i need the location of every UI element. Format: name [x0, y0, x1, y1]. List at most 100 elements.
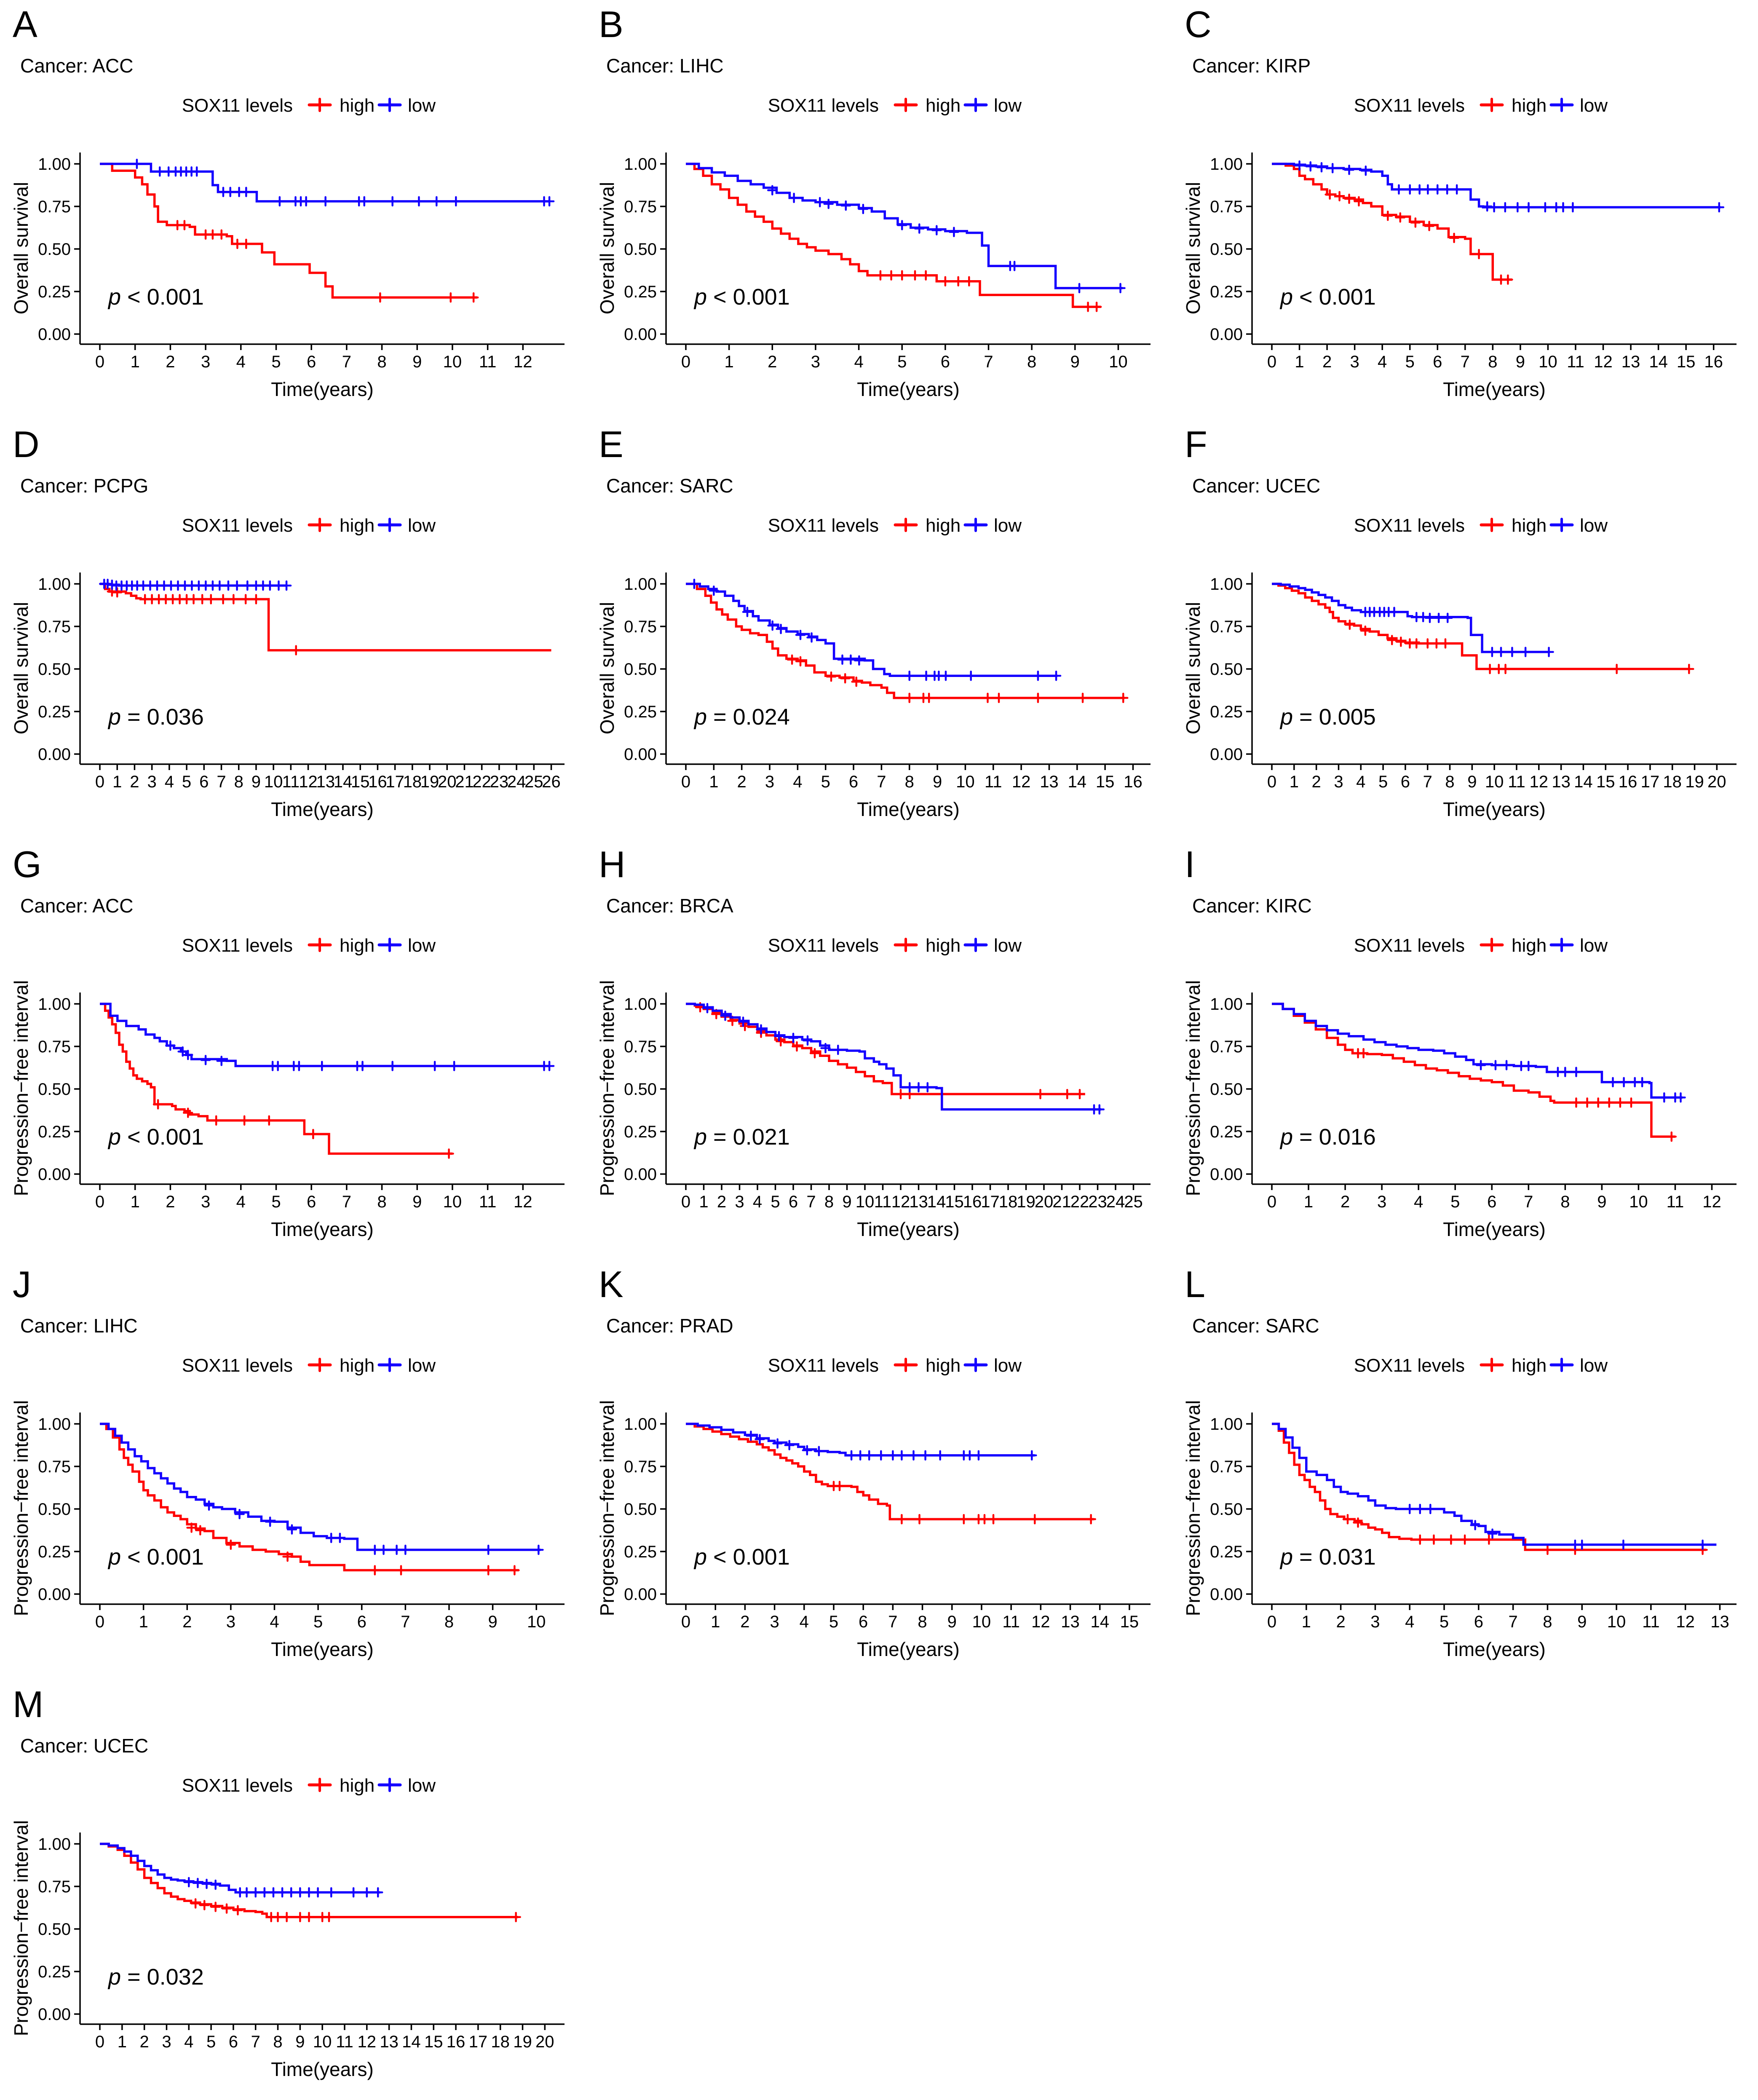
y-tick-label: 0.25 — [624, 283, 657, 301]
x-tick-label: 6 — [1433, 353, 1442, 371]
x-tick-label: 12 — [514, 1193, 532, 1211]
censor-marks-low — [767, 185, 1126, 294]
km-chart-J: J Cancer: LIHC SOX11 levels high low 0.00 0.25… — [10, 1263, 565, 1660]
x-tick-label: 8 — [1543, 1613, 1552, 1631]
x-tick-label: 9 — [295, 2033, 305, 2051]
panel-letter: I — [1185, 843, 1195, 885]
censor-marks-high — [153, 1099, 454, 1159]
x-tick-label: 1 — [1302, 1613, 1311, 1631]
x-tick-label: 2 — [768, 353, 777, 371]
km-curve-low — [686, 1423, 1035, 1457]
y-axis-label: Progression−free interval — [10, 1400, 32, 1616]
y-tick-label: 0.25 — [1210, 1123, 1243, 1141]
km-panel-H: H Cancer: BRCA SOX11 levels high low 0.00 0.25… — [586, 840, 1172, 1260]
x-tick-label: 7 — [877, 773, 886, 791]
legend-title: SOX11 levels — [1354, 1355, 1465, 1376]
y-axis-label: Overall survival — [1182, 602, 1204, 734]
p-value: p < 0.001 — [107, 1544, 204, 1570]
legend-label-low: low — [994, 935, 1022, 956]
legend-label-high: high — [926, 935, 961, 956]
x-tick-label: 0 — [1267, 1613, 1276, 1631]
x-tick-label: 0 — [95, 2033, 104, 2051]
km-chart-A: A Cancer: ACC SOX11 levels high low 0.00 0.25 0… — [10, 3, 565, 400]
x-tick-label: 2 — [130, 773, 139, 791]
x-tick-label: 13 — [380, 2033, 399, 2051]
x-tick-label: 2 — [1322, 353, 1332, 371]
y-axis-label: Progression−free interval — [1182, 1400, 1204, 1616]
y-tick-label: 0.50 — [1210, 240, 1243, 259]
y-tick-label: 0.75 — [624, 1458, 657, 1476]
x-tick-label: 20 — [1707, 773, 1726, 791]
x-tick-label: 23 — [1088, 1193, 1107, 1211]
km-chart-M: M Cancer: UCEC SOX11 levels high low 0.00 0.25… — [10, 1683, 565, 2080]
x-tick-label: 7 — [1524, 1193, 1533, 1211]
km-chart-I: I Cancer: KIRC SOX11 levels high low 0.00 0.25… — [1182, 843, 1737, 1240]
censor-marks-low — [746, 1431, 1037, 1461]
x-tick-label: 13 — [316, 773, 335, 791]
y-tick-label: 0.75 — [38, 198, 71, 216]
x-tick-label: 0 — [681, 1613, 690, 1631]
x-tick-label: 4 — [1414, 1193, 1423, 1211]
p-value: p = 0.021 — [693, 1124, 790, 1150]
x-tick-label: 6 — [307, 353, 316, 371]
p-value: p < 0.001 — [693, 284, 790, 310]
x-tick-label: 7 — [217, 773, 226, 791]
p-value: p < 0.001 — [107, 1124, 204, 1150]
x-tick-label: 19 — [1685, 773, 1704, 791]
y-tick-label: 0.75 — [38, 1878, 71, 1896]
legend-title: SOX11 levels — [182, 935, 293, 956]
x-tick-label: 7 — [1509, 1613, 1518, 1631]
x-tick-label: 16 — [963, 1193, 982, 1211]
p-value: p = 0.024 — [693, 704, 790, 730]
y-axis-label: Overall survival — [10, 602, 32, 734]
y-tick-label: 0.00 — [624, 745, 657, 764]
x-tick-label: 13 — [909, 1193, 928, 1211]
x-tick-label: 11 — [479, 353, 497, 371]
panel-letter: J — [13, 1263, 31, 1305]
legend-label-high: high — [1512, 1355, 1547, 1376]
y-axis-label: Progression−free interval — [1182, 980, 1204, 1196]
x-tick-label: 11 — [282, 773, 300, 791]
x-tick-label: 2 — [737, 773, 747, 791]
y-tick-label: 0.75 — [1210, 618, 1243, 636]
panel-title: Cancer: ACC — [20, 895, 133, 917]
x-tick-label: 6 — [859, 1613, 868, 1631]
legend-label-low: low — [1580, 1355, 1608, 1376]
x-tick-label: 16 — [1704, 353, 1723, 371]
censor-marks-high — [107, 586, 301, 655]
y-tick-label: 0.25 — [1210, 1543, 1243, 1561]
y-tick-label: 0.50 — [624, 1500, 657, 1519]
km-curve-low — [100, 163, 550, 203]
x-tick-label: 9 — [842, 1193, 851, 1211]
x-axis-label: Time(years) — [1443, 798, 1546, 820]
km-curve-high — [1272, 163, 1512, 281]
p-value: p = 0.032 — [107, 1964, 204, 1990]
x-axis-label: Time(years) — [271, 378, 374, 400]
y-tick-label: 0.75 — [38, 1038, 71, 1056]
x-tick-label: 5 — [897, 353, 907, 371]
x-tick-label: 16 — [1124, 773, 1143, 791]
p-value: p = 0.016 — [1279, 1124, 1376, 1150]
x-axis-label: Time(years) — [1443, 378, 1546, 400]
y-tick-label: 1.00 — [38, 155, 71, 174]
x-tick-label: 16 — [368, 773, 387, 791]
x-tick-label: 22 — [472, 773, 491, 791]
x-tick-label: 12 — [1012, 773, 1031, 791]
x-tick-label: 14 — [1649, 353, 1668, 371]
km-panel-E: E Cancer: SARC SOX11 levels high low 0.00 0.25… — [586, 420, 1172, 840]
km-panel-B: B Cancer: LIHC SOX11 levels high low 0.00 0.25… — [586, 0, 1172, 420]
censor-marks-low — [203, 1500, 544, 1555]
x-tick-label: 12 — [1594, 353, 1613, 371]
legend-label-high: high — [1512, 935, 1547, 956]
x-tick-label: 7 — [806, 1193, 816, 1211]
x-tick-label: 8 — [273, 2033, 282, 2051]
y-tick-label: 1.00 — [1210, 155, 1243, 174]
x-tick-label: 1 — [1295, 353, 1304, 371]
y-tick-label: 0.50 — [624, 1080, 657, 1099]
censor-marks-low — [165, 1040, 555, 1071]
y-tick-label: 0.00 — [38, 2005, 71, 2024]
x-tick-label: 3 — [147, 773, 157, 791]
x-tick-label: 8 — [234, 773, 243, 791]
x-tick-label: 17 — [981, 1193, 1000, 1211]
x-tick-label: 9 — [933, 773, 942, 791]
